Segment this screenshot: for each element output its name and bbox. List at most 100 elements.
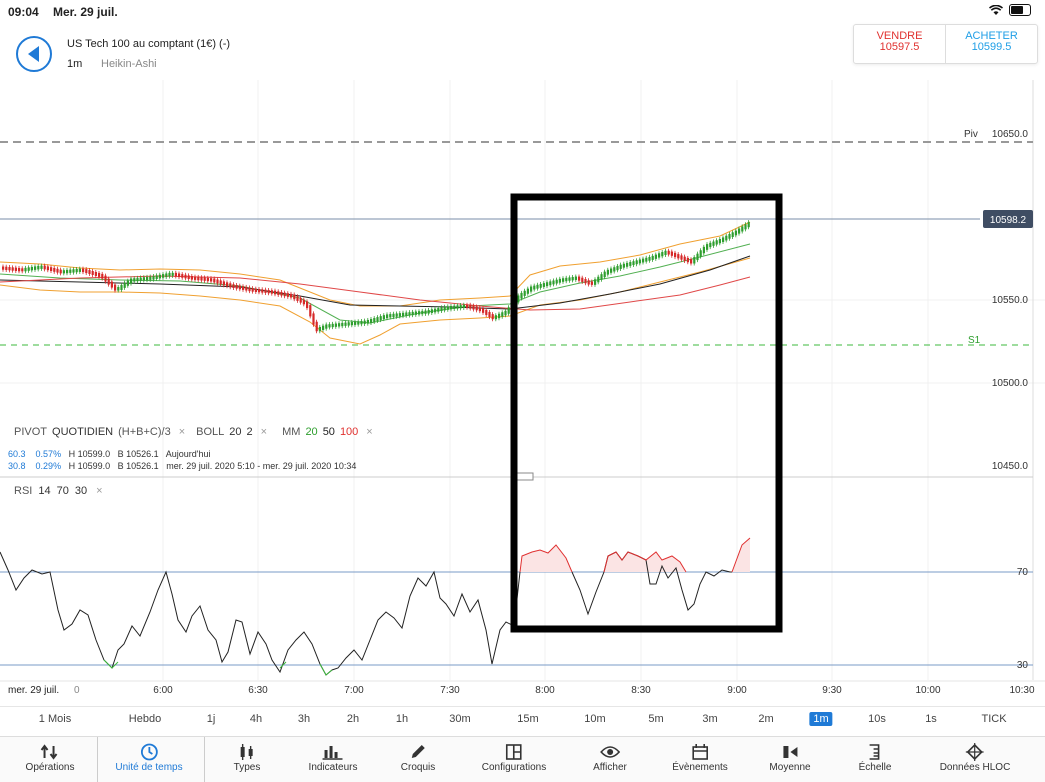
timeframe-3h[interactable]: 3h	[297, 713, 311, 725]
timeframe-10s[interactable]: 10s	[868, 713, 886, 725]
timeframe-2m[interactable]: 2m	[758, 713, 774, 725]
candle	[59, 269, 62, 274]
candle	[360, 320, 363, 325]
candle	[418, 311, 421, 315]
candle	[203, 277, 206, 281]
candle	[248, 287, 251, 292]
toolbar-item-bar-chart[interactable]: Indicateurs	[309, 737, 357, 782]
buy-button[interactable]: ACHETER 10599.5	[946, 25, 1037, 63]
candle	[651, 255, 654, 260]
candle	[619, 264, 622, 269]
pivot-indicator-name[interactable]: PIVOT	[14, 426, 48, 438]
toolbar-label: Moyenne	[769, 762, 811, 773]
stats-range-low: B 10526.1	[117, 461, 159, 471]
candle	[722, 237, 725, 242]
toolbar-item-candles[interactable]: Types	[234, 737, 260, 782]
timeframe-1-mois[interactable]: 1 Mois	[38, 713, 72, 725]
candle	[178, 273, 181, 278]
candle	[546, 282, 549, 287]
timeframe-30m[interactable]: 30m	[449, 713, 471, 725]
bar-chart-icon	[322, 742, 343, 762]
candle	[126, 280, 129, 286]
candle	[133, 278, 136, 282]
toolbar-item-pencil[interactable]: Croquis	[401, 737, 435, 782]
timeframe-1s[interactable]: 1s	[925, 713, 937, 725]
candle	[363, 320, 366, 324]
remove-mm-icon[interactable]: ×	[366, 426, 373, 438]
candle	[725, 235, 728, 241]
candle	[171, 272, 174, 276]
candle	[357, 321, 360, 325]
timeframe-tick[interactable]: TICK	[981, 713, 1007, 725]
stats-today-period: Aujourd'hui	[165, 449, 211, 459]
boll-indicator-name[interactable]: BOLL	[196, 426, 225, 438]
remove-pivot-icon[interactable]: ×	[178, 426, 186, 438]
candle	[562, 278, 565, 282]
remove-rsi-icon[interactable]: ×	[96, 485, 103, 497]
toolbar-separator	[204, 737, 205, 782]
toolbar-item-scale[interactable]: Échelle	[859, 737, 891, 782]
back-button[interactable]	[16, 36, 52, 72]
candle	[14, 267, 17, 271]
battery-icon	[1009, 4, 1031, 16]
toolbar-item-layout[interactable]: Configurations	[482, 737, 546, 782]
candle	[152, 276, 155, 280]
candle	[421, 310, 424, 315]
candle	[443, 306, 446, 311]
candle	[232, 284, 235, 288]
toolbar-item-eye[interactable]: Afficher	[593, 737, 627, 782]
timeframe-2h[interactable]: 2h	[346, 713, 360, 725]
timeframe-1h[interactable]: 1h	[395, 713, 409, 725]
x-axis-tick: 9:30	[822, 685, 842, 696]
candle	[638, 259, 641, 264]
price-chart[interactable]: Piv 10650.0 10598.2 S1 10550.0 10500.0 10…	[0, 80, 1045, 706]
candle	[459, 305, 462, 309]
candle	[270, 290, 273, 294]
timeframe-1m[interactable]: 1m	[809, 712, 833, 726]
candle	[325, 324, 328, 329]
stats-today-points: 60.3	[8, 449, 26, 459]
timeframe-10m[interactable]: 10m	[584, 713, 606, 725]
candle	[738, 228, 741, 234]
candle	[286, 293, 289, 297]
candle	[226, 282, 229, 287]
candle	[254, 288, 257, 292]
candle	[34, 266, 37, 270]
mm-indicator-name[interactable]: MM	[282, 426, 301, 438]
candle	[456, 305, 459, 309]
rsi-axis-70: 70	[1017, 567, 1029, 578]
candle	[498, 313, 501, 319]
candle	[37, 265, 40, 270]
timeframe-hebdo[interactable]: Hebdo	[128, 713, 162, 725]
timeframe-3m[interactable]: 3m	[702, 713, 718, 725]
candle	[341, 322, 344, 327]
candle	[718, 238, 721, 244]
candle	[146, 276, 149, 281]
candle	[245, 286, 248, 291]
candle	[382, 315, 385, 320]
timeframe-15m[interactable]: 15m	[517, 713, 539, 725]
candle	[533, 285, 536, 290]
candle	[622, 263, 625, 268]
candle	[578, 276, 581, 281]
candle	[222, 281, 225, 286]
toolbar-item-transfer-arrows[interactable]: Opérations	[26, 737, 74, 782]
toolbar-item-average[interactable]: Moyenne	[769, 737, 811, 782]
remove-boll-icon[interactable]: ×	[260, 426, 268, 438]
candle	[674, 252, 677, 258]
rsi-indicator-name[interactable]: RSI	[14, 485, 33, 497]
s1-label: S1	[968, 335, 981, 346]
candle	[174, 272, 177, 277]
toolbar-item-crosshair[interactable]: Données HLOC	[940, 737, 1010, 782]
candle	[312, 313, 315, 325]
sell-button[interactable]: VENDRE 10597.5	[854, 25, 946, 63]
timeframe-4h[interactable]: 4h	[249, 713, 263, 725]
candle	[85, 269, 88, 274]
candle	[440, 307, 443, 312]
candle	[715, 240, 718, 245]
back-arrow-icon	[28, 46, 39, 62]
timeframe-1j[interactable]: 1j	[206, 713, 216, 725]
timeframe-5m[interactable]: 5m	[648, 713, 664, 725]
toolbar-item-clock[interactable]: Unité de temps	[115, 737, 183, 782]
toolbar-item-calendar[interactable]: Évènements	[672, 737, 728, 782]
